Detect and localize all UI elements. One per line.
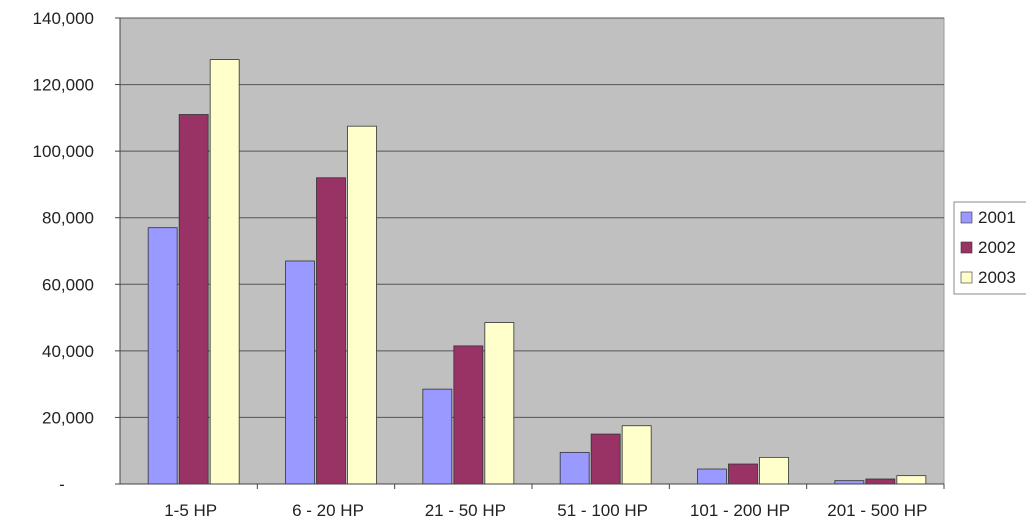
legend-label-2002: 2002 xyxy=(978,238,1016,257)
axes xyxy=(119,18,944,485)
x-tick-label: 201 - 500 HP xyxy=(827,501,927,520)
y-tick-label: - xyxy=(59,475,65,494)
y-tick-label: 40,000 xyxy=(42,342,94,361)
x-tick-label: 101 - 200 HP xyxy=(690,501,790,520)
bar-2002-1 xyxy=(316,177,346,485)
y-tick-label: 60,000 xyxy=(42,275,94,294)
bar-2001-0 xyxy=(147,227,178,485)
bar-2003-4 xyxy=(759,456,789,485)
y-tick-labels: - 20,000 40,000 60,000 80,000 100,000 120,000 1… xyxy=(33,9,94,494)
bar-2001-4 xyxy=(697,468,727,485)
y-tick-label: 140,000 xyxy=(33,9,94,28)
bar-2001-3 xyxy=(559,451,590,485)
x-tick-label: 6 - 20 HP xyxy=(292,501,364,520)
y-tick-label: 20,000 xyxy=(42,408,94,427)
x-tick-label: 51 - 100 HP xyxy=(557,501,648,520)
x-tick-labels: 1-5 HP 6 - 20 HP 21 - 50 HP 51 - 100 HP 101 … xyxy=(164,501,927,520)
legend-swatch-2003 xyxy=(960,271,973,284)
y-tick-label: 80,000 xyxy=(42,209,94,228)
bar-2002-0 xyxy=(178,114,209,485)
bar-2002-4 xyxy=(728,463,758,485)
y-tick-label: 100,000 xyxy=(33,142,94,161)
bar-2003-3 xyxy=(621,425,652,485)
y-tick-label: 120,000 xyxy=(33,76,94,95)
bar-2001-1 xyxy=(285,260,315,485)
bar-2003-0 xyxy=(209,59,240,485)
legend-swatch-2001 xyxy=(960,211,973,224)
x-tick-label: 21 - 50 HP xyxy=(425,501,506,520)
legend-label-2001: 2001 xyxy=(978,208,1016,227)
bar-2003-1 xyxy=(347,125,377,485)
bar-2003-5 xyxy=(896,475,927,485)
bar-2002-2 xyxy=(453,345,484,485)
plot-area xyxy=(119,17,945,485)
bar-2002-5 xyxy=(865,478,896,485)
bar-2001-2 xyxy=(422,388,453,485)
bar-2003-2 xyxy=(484,322,515,485)
bars xyxy=(147,59,927,485)
bar-2002-3 xyxy=(590,433,621,485)
legend: 2001 2002 2003 xyxy=(953,201,1026,295)
x-tick-label: 1-5 HP xyxy=(164,501,217,520)
legend-label-2003: 2003 xyxy=(978,268,1016,287)
legend-swatch-2002 xyxy=(960,241,973,254)
gridlines xyxy=(115,17,945,489)
